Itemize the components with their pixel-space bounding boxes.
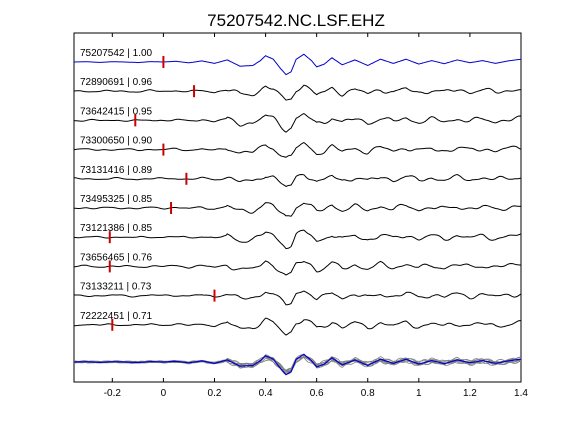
trace-label: 73121386 | 0.85 <box>80 223 153 234</box>
trace-label: 73133211 | 0.73 <box>80 282 152 293</box>
trace-label: 73495325 | 0.85 <box>80 194 153 205</box>
trace-line <box>73 84 522 101</box>
trace-label: 73656465 | 0.76 <box>80 252 153 263</box>
plot-frame <box>73 32 522 383</box>
x-tick-label: 1 <box>416 388 422 399</box>
trace-label: 73300650 | 0.90 <box>80 136 153 147</box>
trace-line <box>73 173 522 187</box>
trace-line <box>74 53 522 76</box>
plot-area: 75207542 | 1.00 72890691 | 0.96 73642415 |… <box>73 32 522 383</box>
trace-line <box>74 260 522 276</box>
x-tick-label: -0.2 <box>104 388 122 399</box>
stacked-trace <box>73 353 522 375</box>
trace-line <box>73 142 522 158</box>
trace-group <box>73 53 522 336</box>
trace-line <box>73 229 522 250</box>
chart-title: 75207542.NC.LSF.EHZ <box>207 11 385 30</box>
stacked-traces <box>73 353 522 376</box>
x-tick-label: 0.6 <box>310 388 324 399</box>
x-tick-label: 1.2 <box>463 388 477 399</box>
trace-labels: 75207542 | 1.00 72890691 | 0.96 73642415 |… <box>80 48 153 322</box>
trace-line <box>73 317 521 336</box>
trace-label: 75207542 | 1.00 <box>80 48 153 59</box>
x-tick-label: 0.8 <box>361 388 375 399</box>
trace-line <box>73 290 522 306</box>
x-tick-label: 0.2 <box>208 388 222 399</box>
trace-label: 72890691 | 0.96 <box>80 77 153 88</box>
pick-markers <box>108 56 216 331</box>
trace-label: 72222451 | 0.71 <box>80 311 153 322</box>
stacked-reference-trace <box>74 353 522 376</box>
trace-label: 73131416 | 0.89 <box>80 165 153 176</box>
trace-label: 73642415 | 0.95 <box>80 106 153 117</box>
stacked-trace <box>74 356 522 373</box>
trace-line <box>73 202 522 217</box>
x-tick-label: 0.4 <box>259 388 273 399</box>
x-tick-label: 1.4 <box>514 388 528 399</box>
trace-line <box>74 113 522 133</box>
x-tick-label: 0 <box>161 388 167 399</box>
x-axis: -0.2 0 0.2 0.4 0.6 0.8 1 1.2 1.4 <box>104 33 528 399</box>
